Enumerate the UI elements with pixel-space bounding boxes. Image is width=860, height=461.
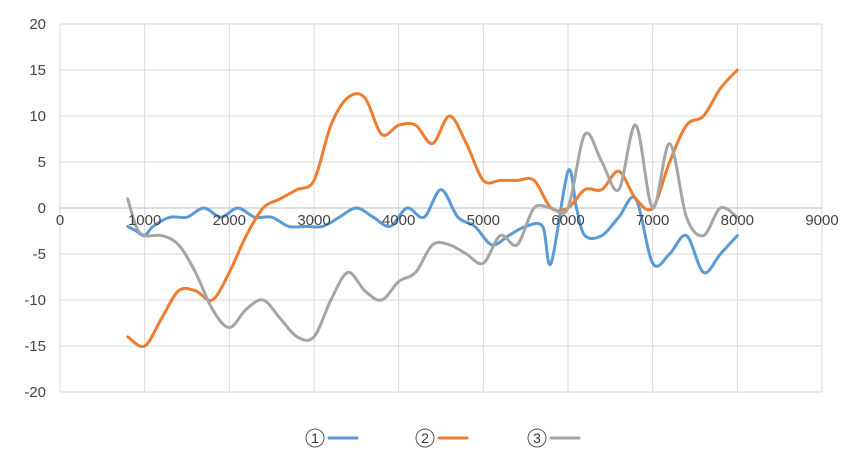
x-tick-label: 8000: [721, 212, 754, 229]
y-tick-label: -20: [24, 384, 46, 401]
grid-lines: [59, 23, 823, 393]
x-axis-tick-labels: 0 1000 2000 3000 4000 5000 6000 7000 8000 9000: [56, 212, 839, 229]
y-tick-label: 20: [29, 16, 46, 33]
legend-marker-circle: [527, 428, 547, 448]
legend-item-3: 3: [527, 428, 581, 448]
series-line-3: [126, 123, 739, 342]
legend-item-2: 2: [415, 428, 469, 448]
legend: 1 2 3: [305, 428, 581, 448]
series-line-1: [126, 168, 739, 275]
y-tick-label: -10: [24, 292, 46, 309]
legend-item-1: 1: [305, 428, 359, 448]
x-tick-label: 9000: [805, 212, 838, 229]
series-line-2: [126, 68, 739, 349]
x-tick-label: 5000: [467, 212, 500, 229]
x-tick-label: 1000: [128, 212, 161, 229]
y-tick-label: 0: [38, 200, 46, 217]
legend-label: 2: [421, 430, 429, 446]
series-lines: [126, 68, 739, 349]
x-tick-label: 6000: [551, 212, 584, 229]
y-axis-tick-labels: 20 15 10 5 0 -5 -10 -15 -20: [24, 16, 46, 401]
y-tick-label: 5: [38, 154, 46, 171]
legend-marker-circle: [415, 428, 435, 448]
legend-marker-circle: [305, 428, 325, 448]
x-tick-label: 3000: [297, 212, 330, 229]
legend-label: 1: [311, 430, 319, 446]
x-tick-label: 7000: [636, 212, 669, 229]
y-tick-label: -15: [24, 338, 46, 355]
y-tick-label: 10: [29, 108, 46, 125]
x-tick-label: 0: [56, 212, 64, 229]
y-tick-label: -5: [33, 246, 46, 263]
y-tick-label: 15: [29, 62, 46, 79]
legend-label: 3: [533, 430, 541, 446]
x-tick-label: 4000: [382, 212, 415, 229]
x-tick-label: 2000: [213, 212, 246, 229]
